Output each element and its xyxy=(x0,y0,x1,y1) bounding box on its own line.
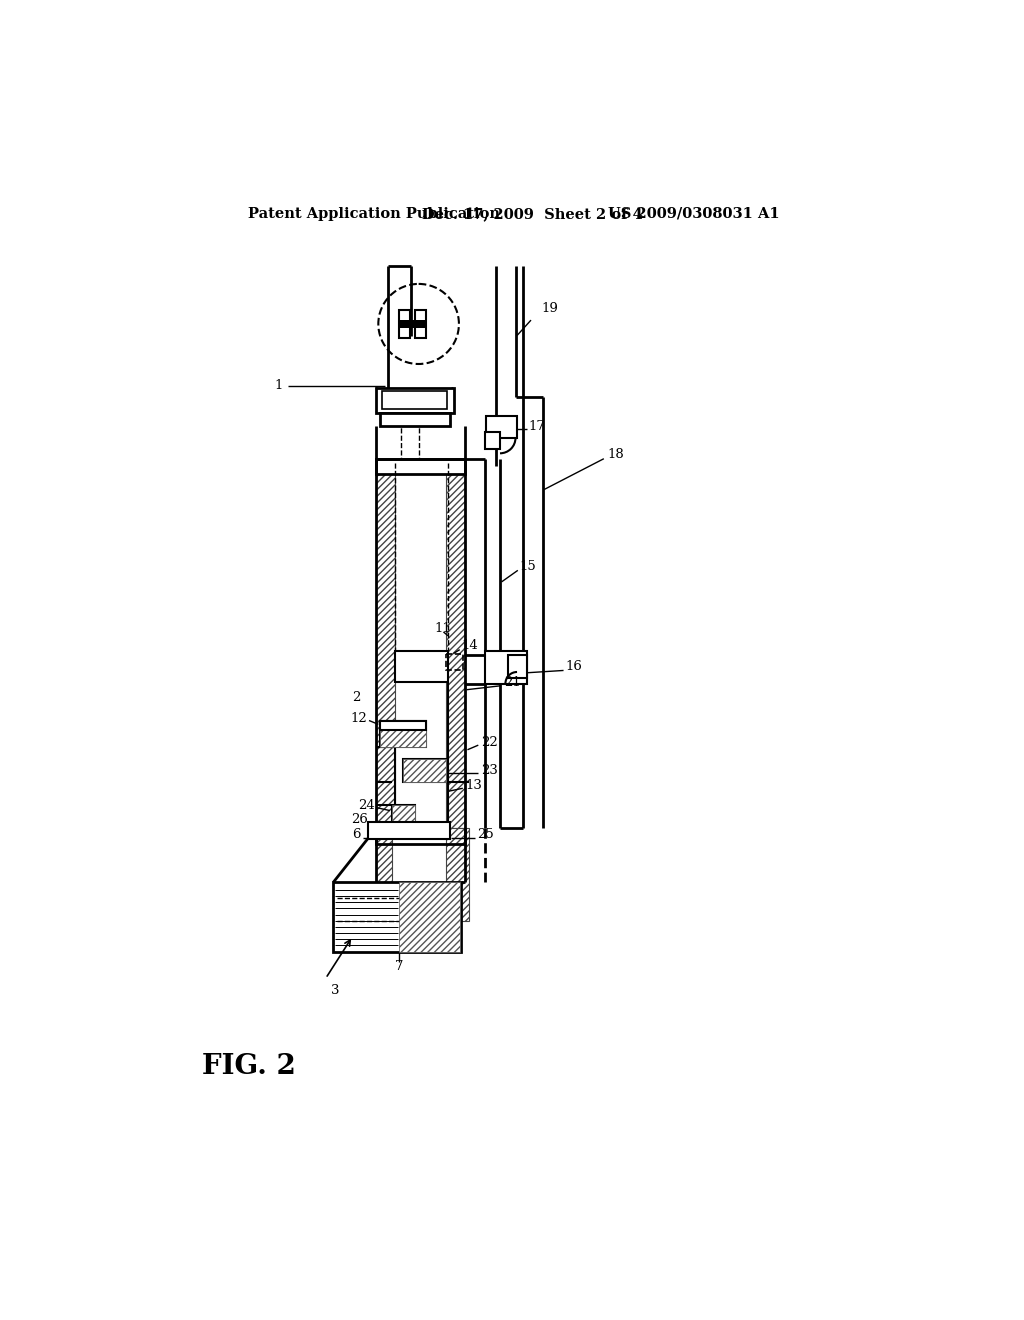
Bar xyxy=(382,391,447,409)
Bar xyxy=(484,432,500,449)
Text: 14: 14 xyxy=(461,639,478,652)
Bar xyxy=(399,882,460,952)
Text: 19: 19 xyxy=(541,302,558,315)
Bar xyxy=(376,459,395,829)
Text: 11: 11 xyxy=(434,622,451,635)
Text: 7: 7 xyxy=(395,961,403,973)
Bar xyxy=(399,310,410,338)
Text: 24: 24 xyxy=(357,799,375,812)
Bar xyxy=(369,822,450,840)
Bar xyxy=(415,310,426,338)
Bar xyxy=(395,651,449,682)
Text: 18: 18 xyxy=(607,449,624,462)
Text: 26: 26 xyxy=(351,813,369,825)
Bar xyxy=(380,730,426,747)
Bar xyxy=(380,721,426,747)
Text: 6: 6 xyxy=(352,828,360,841)
Text: 25: 25 xyxy=(477,828,494,841)
Text: 16: 16 xyxy=(566,660,583,673)
Bar xyxy=(399,321,426,327)
Text: 3: 3 xyxy=(332,983,340,997)
Bar xyxy=(403,759,445,781)
Bar xyxy=(376,388,454,413)
Text: Dec. 17, 2009  Sheet 2 of 4: Dec. 17, 2009 Sheet 2 of 4 xyxy=(423,207,643,220)
Bar xyxy=(445,459,465,829)
Text: 12: 12 xyxy=(350,713,367,726)
Bar xyxy=(484,651,527,684)
Bar xyxy=(334,882,461,952)
Text: FIG. 2: FIG. 2 xyxy=(202,1053,296,1081)
Text: 2: 2 xyxy=(352,690,360,704)
Text: 23: 23 xyxy=(480,764,498,777)
Bar xyxy=(380,721,426,730)
Text: Patent Application Publication: Patent Application Publication xyxy=(248,207,500,220)
Text: 15: 15 xyxy=(519,560,537,573)
Bar xyxy=(486,416,517,438)
Bar xyxy=(380,412,450,426)
Text: US 2009/0308031 A1: US 2009/0308031 A1 xyxy=(608,207,780,220)
Bar xyxy=(403,759,445,781)
Text: 22: 22 xyxy=(480,735,498,748)
Bar xyxy=(445,829,469,921)
Bar xyxy=(376,459,465,843)
Text: 17: 17 xyxy=(528,420,546,433)
Bar xyxy=(391,805,415,825)
Bar xyxy=(391,805,415,825)
Bar xyxy=(508,655,527,678)
Bar xyxy=(376,829,391,882)
Bar xyxy=(376,459,465,474)
Text: 13: 13 xyxy=(465,779,482,792)
Bar xyxy=(445,653,463,671)
Text: 21: 21 xyxy=(504,676,520,689)
Text: 1: 1 xyxy=(274,379,284,392)
